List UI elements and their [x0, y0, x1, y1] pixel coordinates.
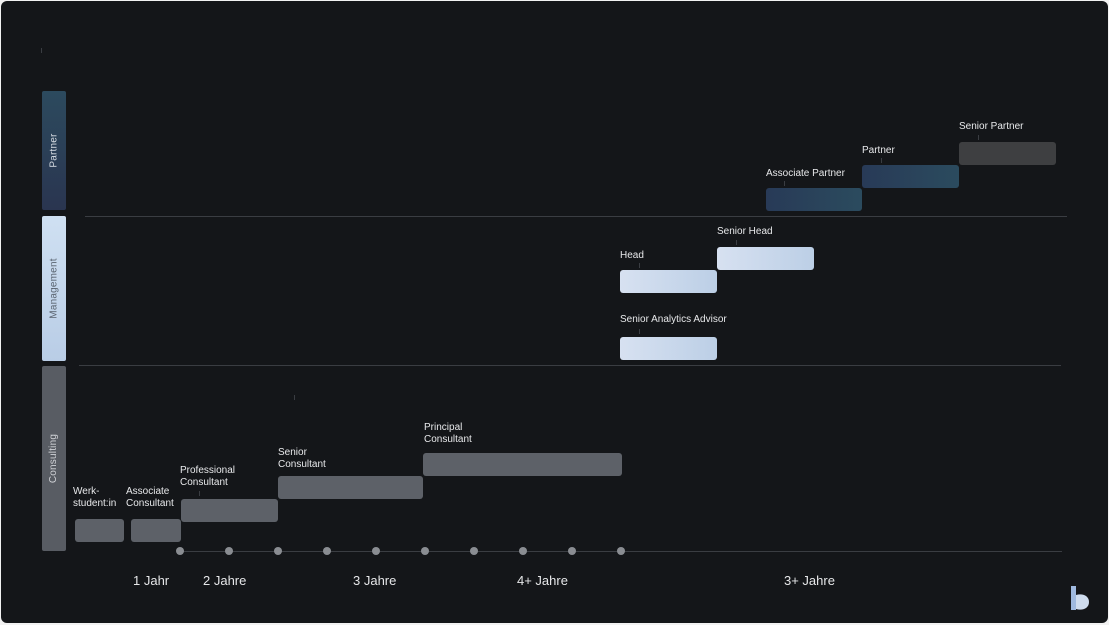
- separator-partner-management: [85, 216, 1067, 217]
- band-consulting: Consulting: [42, 366, 66, 551]
- label-partner: Partner: [862, 145, 895, 156]
- band-management: Management: [42, 216, 66, 361]
- box-professional-consultant: [181, 499, 278, 522]
- box-head: [620, 270, 717, 293]
- band-consulting-label: Consulting: [48, 433, 60, 484]
- box-principal-consultant: [423, 453, 622, 476]
- label-head: Head: [620, 250, 644, 261]
- axis-label-3-jahre: 3 Jahre: [353, 573, 397, 588]
- label-werkstudent: Werk- student:in: [73, 486, 117, 509]
- box-partner: [862, 165, 959, 188]
- label-professional-consultant: Professional Consultant: [180, 465, 236, 488]
- tick-senior-partner: [978, 135, 979, 140]
- band-management-label: Management: [48, 258, 60, 319]
- corner-mark: [41, 48, 42, 53]
- tick-associate-partner: [784, 181, 785, 186]
- label-associate-partner: Associate Partner: [766, 168, 845, 179]
- axis-label-4plus-jahre: 4+ Jahre: [517, 573, 568, 588]
- axis-label-3plus-jahre: 3+ Jahre: [784, 573, 835, 588]
- band-partner-label: Partner: [48, 133, 60, 168]
- tick-senior-head: [736, 240, 737, 245]
- axis-label-2-jahre: 2 Jahre: [203, 573, 247, 588]
- box-senior-partner: [959, 142, 1056, 165]
- box-associate-consultant: [131, 519, 181, 542]
- box-senior-head: [717, 247, 814, 270]
- timeline-dot: [421, 547, 429, 555]
- tick-senior-analytics-advisor: [639, 329, 640, 334]
- label-senior-partner: Senior Partner: [959, 121, 1024, 132]
- timeline-dot: [274, 547, 282, 555]
- timeline-dot: [470, 547, 478, 555]
- label-senior-consultant: Senior Consultant: [278, 447, 326, 470]
- band-partner: Partner: [42, 91, 66, 210]
- axis-label-1-jahr: 1 Jahr: [133, 573, 170, 588]
- box-werkstudent: [75, 519, 124, 542]
- label-senior-analytics-advisor: Senior Analytics Advisor: [620, 314, 727, 325]
- box-associate-partner: [766, 188, 862, 211]
- tick-professional-consultant: [199, 491, 200, 496]
- tick-head: [639, 263, 640, 268]
- brand-logo-icon: [1071, 586, 1089, 610]
- timeline-dot: [176, 547, 184, 555]
- label-associate-consultant: Associate Consultant: [126, 486, 174, 509]
- stray-mark: [294, 395, 295, 400]
- timeline-dot: [568, 547, 576, 555]
- timeline-dot: [519, 547, 527, 555]
- label-principal-consultant: Principal Consultant: [424, 422, 472, 445]
- timeline-dot: [617, 547, 625, 555]
- label-senior-head: Senior Head: [717, 226, 773, 237]
- timeline-dot: [372, 547, 380, 555]
- timeline-dot: [225, 547, 233, 555]
- tick-partner: [881, 158, 882, 163]
- box-senior-analytics-advisor: [620, 337, 717, 360]
- timeline-dot: [323, 547, 331, 555]
- separator-management-consulting: [79, 365, 1061, 366]
- box-senior-consultant: [278, 476, 423, 499]
